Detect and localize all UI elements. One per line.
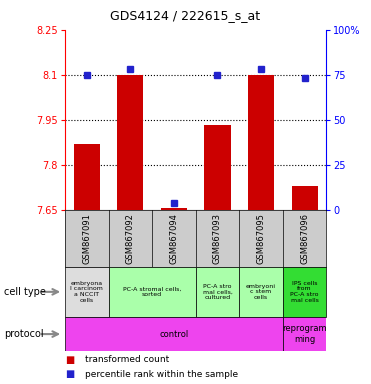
Bar: [108, 267, 196, 317]
Text: reprogram
ming: reprogram ming: [282, 324, 327, 344]
Text: GSM867094: GSM867094: [170, 213, 178, 264]
Bar: [283, 317, 326, 351]
Bar: [65, 267, 108, 317]
Text: GDS4124 / 222615_s_at: GDS4124 / 222615_s_at: [111, 9, 260, 22]
Text: transformed count: transformed count: [85, 356, 170, 364]
Text: cell type: cell type: [4, 287, 46, 297]
Text: IPS cells
from
PC-A stro
mal cells: IPS cells from PC-A stro mal cells: [290, 281, 319, 303]
Bar: [161, 208, 187, 210]
Text: PC-A stro
mal cells,
cultured: PC-A stro mal cells, cultured: [203, 283, 233, 300]
Text: ■: ■: [65, 369, 74, 379]
Bar: [204, 125, 230, 210]
Text: ■: ■: [65, 355, 74, 365]
Bar: [283, 267, 326, 317]
Text: GSM867095: GSM867095: [257, 213, 266, 264]
Text: GSM867093: GSM867093: [213, 213, 222, 264]
Text: GSM867096: GSM867096: [300, 213, 309, 264]
Text: protocol: protocol: [4, 329, 43, 339]
Text: GSM867091: GSM867091: [82, 213, 91, 264]
Bar: [65, 317, 283, 351]
Text: embryoni
c stem
cells: embryoni c stem cells: [246, 283, 276, 300]
Bar: [73, 144, 100, 210]
Bar: [117, 74, 143, 210]
Bar: [196, 267, 239, 317]
Text: embryona
l carcinom
a NCCIT
cells: embryona l carcinom a NCCIT cells: [70, 281, 103, 303]
Text: PC-A stromal cells,
sorted: PC-A stromal cells, sorted: [123, 286, 181, 297]
Text: GSM867092: GSM867092: [126, 213, 135, 264]
Bar: [248, 74, 274, 210]
Text: control: control: [159, 329, 188, 339]
Text: percentile rank within the sample: percentile rank within the sample: [85, 370, 239, 379]
Bar: [239, 267, 283, 317]
Bar: [292, 186, 318, 210]
